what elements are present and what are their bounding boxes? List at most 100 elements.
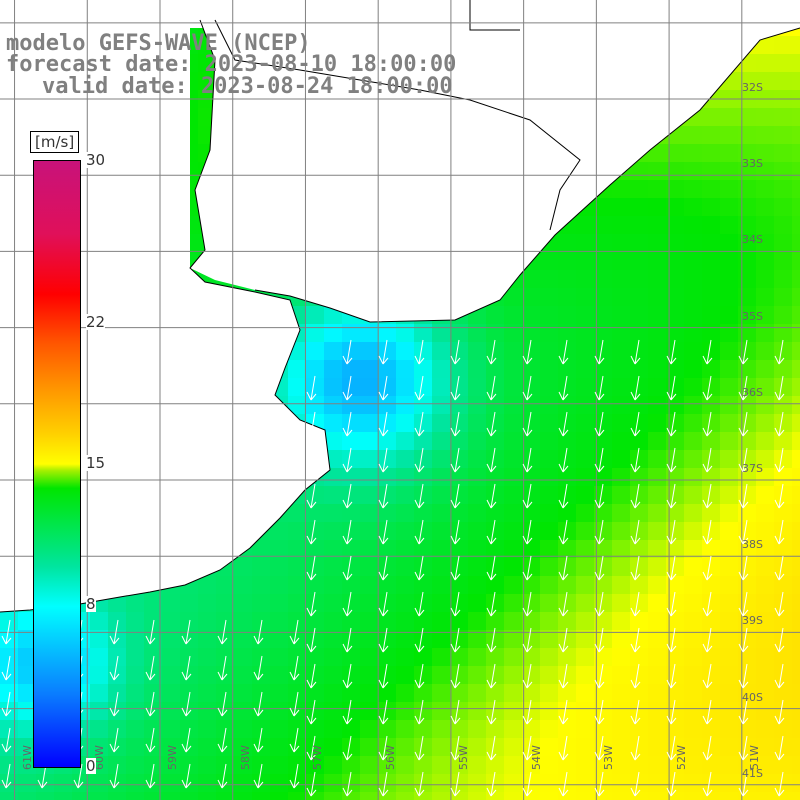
wind-arrow	[486, 411, 497, 437]
wind-arrow	[630, 483, 641, 509]
wind-arrow	[558, 735, 569, 761]
wind-arrow	[181, 763, 192, 789]
colorbar-tick-label: 30	[86, 151, 106, 169]
wind-arrow	[594, 627, 605, 653]
latitude-label: 37S	[742, 462, 763, 475]
longitude-label: 58W	[238, 745, 252, 770]
wind-arrow	[774, 771, 785, 797]
wind-arrow	[738, 735, 749, 761]
wind-arrow	[342, 735, 353, 761]
wind-arrow	[342, 555, 353, 581]
wind-arrow	[522, 339, 533, 365]
wind-arrow	[666, 627, 677, 653]
wind-arrow	[145, 727, 156, 753]
wind-arrow	[378, 519, 389, 545]
wind-arrow	[378, 339, 389, 365]
wind-arrow	[289, 691, 300, 717]
colorbar-unit: [m/s]	[30, 131, 80, 153]
wind-arrow	[774, 519, 785, 545]
longitude-label: 57W	[311, 745, 325, 770]
wind-arrow	[253, 727, 264, 753]
latitude-label: 39S	[742, 614, 763, 628]
wind-arrow	[702, 339, 713, 365]
wind-arrow	[630, 555, 641, 581]
wind-arrow	[702, 771, 713, 797]
wind-arrow	[774, 339, 785, 365]
wind-arrow	[558, 519, 569, 545]
wind-arrow	[738, 663, 749, 689]
latitude-label: 33S	[742, 157, 763, 171]
wind-arrow	[594, 411, 605, 437]
longitude-label: 52W	[675, 745, 689, 770]
wind-arrows	[1, 339, 785, 797]
wind-arrow	[522, 483, 533, 509]
wind-arrow	[450, 555, 461, 581]
wind-arrow	[414, 447, 425, 473]
wind-arrow	[486, 555, 497, 581]
wind-arrow	[450, 735, 461, 761]
latitude-label: 36S	[742, 385, 763, 399]
wind-arrow	[666, 483, 677, 509]
wind-arrow	[217, 655, 228, 681]
wind-arrow	[486, 735, 497, 761]
wind-arrow	[630, 735, 641, 761]
wind-arrow	[630, 375, 641, 401]
wind-arrow	[558, 555, 569, 581]
longitude-label: 51W	[747, 745, 761, 770]
wind-arrow	[306, 699, 317, 725]
longitude-label: 61W	[20, 745, 34, 770]
wind-arrow	[145, 655, 156, 681]
wind-arrow	[253, 655, 264, 681]
wind-arrow	[630, 519, 641, 545]
longitude-label: 54W	[529, 745, 543, 770]
wind-arrow	[450, 627, 461, 653]
wind-arrow	[181, 619, 192, 645]
wind-arrow	[774, 627, 785, 653]
wind-arrow	[738, 591, 749, 617]
colorbar-tick-label: 22	[86, 312, 106, 331]
wind-arrow	[217, 727, 228, 753]
wind-arrow	[666, 699, 677, 725]
wind-arrow	[450, 699, 461, 725]
wind-arrow	[378, 591, 389, 617]
wind-arrow	[774, 735, 785, 761]
wind-arrow	[558, 447, 569, 473]
wind-arrow	[666, 447, 677, 473]
wind-arrow	[1, 763, 12, 789]
wind-arrow	[774, 483, 785, 509]
wind-arrow	[486, 663, 497, 689]
wind-arrow	[558, 339, 569, 365]
wind-arrow	[1, 727, 12, 753]
wind-arrow	[342, 663, 353, 689]
wind-arrow	[522, 771, 533, 797]
wind-arrow	[450, 411, 461, 437]
wind-arrow	[702, 735, 713, 761]
wind-arrow	[342, 339, 353, 365]
wind-arrow	[342, 411, 353, 437]
title-forecast-date: forecast date: 2023-08-10 18:00:00	[6, 52, 457, 77]
wind-arrow	[594, 483, 605, 509]
wind-arrow	[414, 375, 425, 401]
wind-arrow	[702, 627, 713, 653]
wind-arrow	[486, 447, 497, 473]
wind-arrow	[666, 555, 677, 581]
wind-arrow	[306, 771, 317, 797]
wind-arrow	[253, 691, 264, 717]
wind-arrow	[630, 627, 641, 653]
wind-arrow	[306, 375, 317, 401]
wind-arrow	[594, 591, 605, 617]
wind-arrow	[594, 375, 605, 401]
latitude-label: 40S	[742, 690, 763, 704]
wind-arrow	[306, 483, 317, 509]
wind-arrow	[181, 691, 192, 717]
wind-arrow	[630, 411, 641, 437]
longitude-label: 59W	[166, 745, 179, 770]
wind-arrow	[306, 627, 317, 653]
wind-arrow	[450, 519, 461, 545]
wind-arrow	[486, 771, 497, 797]
wind-arrow	[378, 411, 389, 437]
wind-arrow	[702, 591, 713, 617]
wind-arrow	[630, 771, 641, 797]
wind-arrow	[109, 655, 120, 681]
